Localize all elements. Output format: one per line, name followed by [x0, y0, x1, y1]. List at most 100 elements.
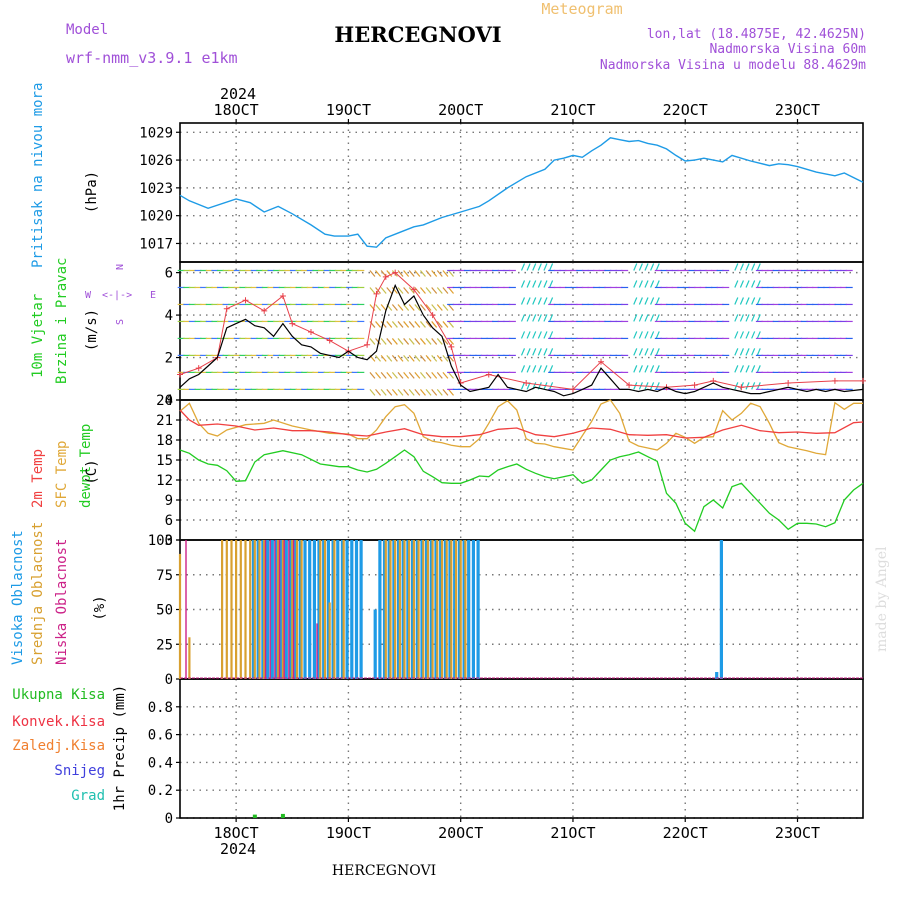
- wind-arrow: [751, 331, 756, 339]
- wind-gust-marker: [410, 286, 417, 293]
- cloud-bar: [384, 540, 387, 679]
- wind-arrow: [650, 280, 655, 288]
- wind-arrow: [380, 287, 387, 294]
- cloud-bar: [354, 540, 359, 679]
- wind-arrow: [386, 355, 393, 362]
- cloud-legend: Visoka Oblacnost Srednja Oblacnost Niska O…: [10, 522, 70, 665]
- chart-subtitle: Meteogram: [541, 0, 622, 18]
- wind-label-line2: Brzina i Pravac: [54, 258, 70, 384]
- wind-arrow: [655, 314, 660, 322]
- wind-arrow: [391, 321, 398, 328]
- cloud-bar: [270, 540, 274, 679]
- cloud-bar: [280, 540, 284, 679]
- cloud-bar: [328, 602, 331, 679]
- temperature-ytick-label: 12: [156, 473, 173, 489]
- wind-arrow: [419, 287, 426, 294]
- cloud-bar: [476, 540, 480, 679]
- wind-arrow: [414, 321, 421, 328]
- precip-unit: 1hr Precip (mm): [112, 685, 128, 811]
- bottom-date-label: 20OCT: [438, 824, 483, 842]
- wind-arrow: [391, 287, 398, 294]
- precip-frame: [179, 678, 864, 819]
- wind-arrow: [369, 338, 376, 345]
- wind-arrow: [442, 287, 449, 294]
- wind-arrow: [431, 372, 438, 379]
- sfc-temp-line: [179, 399, 863, 456]
- cloud-bar: [373, 609, 377, 679]
- wind-arrow: [549, 365, 554, 373]
- cloud-bar: [403, 540, 406, 679]
- cloud-bar: [425, 540, 429, 679]
- wind-arrow: [403, 321, 410, 328]
- legend-precip-item: Ukupna Kisa: [12, 687, 105, 703]
- temperature-ytick-label: 18: [156, 433, 173, 449]
- wind-arrow: [431, 338, 438, 345]
- wind-arrow: [436, 389, 443, 396]
- wind-arrow: [644, 297, 649, 305]
- wind-arrow: [633, 263, 638, 271]
- wind-arrow: [633, 314, 638, 322]
- cloud-bar: [261, 540, 265, 679]
- wind-arrow: [448, 304, 454, 311]
- wind-gust-marker: [326, 337, 333, 344]
- wind-arrow: [386, 389, 393, 396]
- cloud-bar: [331, 540, 335, 679]
- cloud-bar: [277, 540, 280, 679]
- footer-title: HERCEGNOVI: [332, 863, 436, 879]
- temperature-ytick-label: 15: [156, 453, 173, 469]
- wind-gust-marker: [831, 377, 838, 384]
- wind-arrow: [756, 365, 761, 373]
- wind-arrow: [526, 280, 531, 288]
- temperature-legend: 2m Temp SFC Temp dewpt Temp: [30, 424, 94, 508]
- svg-text:E: E: [150, 290, 156, 301]
- legend-precip-item: Grad: [71, 788, 105, 804]
- wind-direction-arrows: [177, 263, 853, 396]
- cloud-bar: [278, 540, 281, 679]
- wind-arrow: [391, 389, 398, 396]
- wind-arrow: [436, 355, 443, 362]
- wind-arrow: [644, 263, 649, 271]
- wind-arrow: [756, 348, 761, 356]
- wind-arrow: [431, 355, 438, 362]
- wind-gust-marker: [392, 269, 399, 276]
- wind-arrow: [526, 348, 531, 356]
- wind-arrow: [408, 270, 415, 277]
- wind-arrow: [650, 365, 655, 373]
- cloud-bar: [436, 540, 439, 679]
- wind-arrow: [386, 270, 393, 277]
- wind-arrow: [408, 287, 415, 294]
- legend-sfc-temp: SFC Temp: [54, 441, 70, 508]
- wind-arrow: [442, 389, 449, 396]
- wind-arrow: [756, 314, 761, 322]
- cloud-bar: [429, 540, 433, 679]
- wind-arrow: [380, 372, 387, 379]
- wind-gust-marker: [382, 273, 389, 280]
- wind-arrow: [650, 297, 655, 305]
- wind-arrow: [532, 280, 537, 288]
- cloud-bar: [178, 553, 182, 679]
- wind-arrow: [537, 263, 542, 271]
- cloud-ytick-label: 50: [156, 603, 173, 619]
- wind-arrow: [408, 389, 415, 396]
- wind-arrow: [638, 331, 643, 339]
- cloud-bar: [426, 540, 429, 679]
- cloud-bar: [316, 623, 318, 679]
- wind-arrow: [419, 321, 426, 328]
- wind-arrow: [369, 270, 376, 277]
- watermark: made by Angel: [874, 546, 890, 652]
- pressure-ytick-label: 1017: [139, 236, 173, 252]
- wind-arrow: [633, 331, 638, 339]
- wind-arrow: [380, 270, 387, 277]
- wind-arrow: [638, 297, 643, 305]
- wind-arrow: [425, 287, 432, 294]
- wind-arrow: [549, 331, 554, 339]
- cloud-bar: [340, 540, 344, 679]
- wind-arrow: [633, 348, 638, 356]
- chart-title: HERCEGNOVI: [334, 22, 501, 47]
- cloud-bar: [230, 540, 233, 679]
- cloud-bar: [323, 540, 327, 679]
- wind-arrow: [414, 389, 421, 396]
- wind-arrow: [397, 355, 404, 362]
- cloud-bar: [464, 540, 467, 679]
